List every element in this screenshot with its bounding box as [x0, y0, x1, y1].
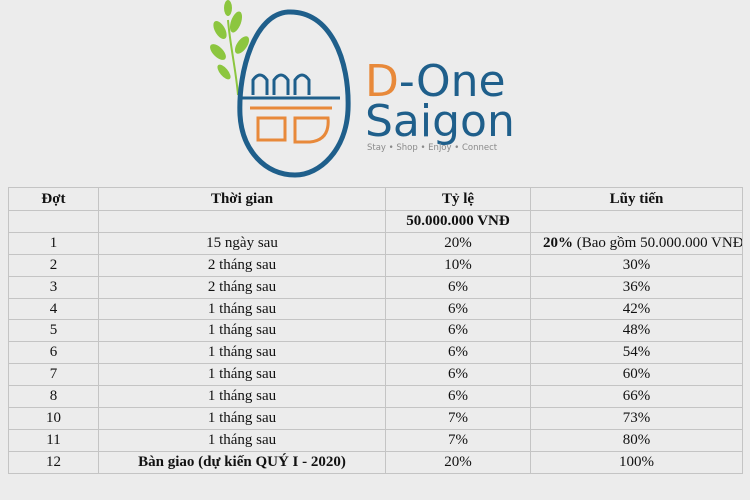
table-row: 1 15 ngày sau 20% 20% (Bao gồm 50.000.000 V…	[8, 231, 743, 255]
table-row: 50.000.000 VNĐ	[8, 210, 743, 233]
rate-cell: 7%	[385, 428, 531, 452]
period-cell: 1	[8, 231, 99, 255]
cumulative-bold: 20%	[543, 234, 573, 251]
rate-cell: 6%	[385, 297, 531, 321]
cumulative-cell: 30%	[530, 253, 743, 277]
time-cell: 1 tháng sau	[98, 407, 386, 430]
table-row: Đợt Thời gian Tỷ lệ Lũy tiến	[8, 187, 743, 211]
rate-cell: 6%	[385, 341, 531, 365]
table-row: 11 1 tháng sau 7% 80%	[8, 428, 743, 452]
time-cell: 1 tháng sau	[98, 428, 386, 452]
cumulative-cell: 60%	[530, 363, 743, 387]
cumulative-cell: 80%	[530, 428, 743, 452]
period-cell: 11	[8, 428, 99, 452]
time-cell: 1 tháng sau	[98, 385, 386, 409]
deposit-cell: 50.000.000 VNĐ	[385, 210, 531, 233]
brand-name: D-One	[365, 56, 506, 107]
table-body: Đợt Thời gian Tỷ lệ Lũy tiến 50.000.000 VNĐ 1…	[8, 187, 743, 474]
time-cell: 2 tháng sau	[98, 253, 386, 277]
empty-cell	[8, 210, 99, 233]
brand-name-bottom: Saigon	[365, 96, 515, 147]
tagline: Stay • Shop • Enjoy • Connect	[367, 143, 498, 153]
period-cell: 3	[8, 275, 99, 299]
time-cell: Bàn giao (dự kiến QUÝ I - 2020)	[98, 450, 386, 474]
header-cell: Tỷ lệ	[385, 187, 531, 211]
header-cell: Thời gian	[98, 187, 386, 211]
empty-cell	[530, 210, 743, 233]
time-cell: 1 tháng sau	[98, 341, 386, 365]
time-cell: 2 tháng sau	[98, 275, 386, 299]
rate-cell: 20%	[385, 231, 531, 255]
time-cell: 1 tháng sau	[98, 363, 386, 387]
logo-arches	[242, 73, 340, 100]
cumulative-cell: 36%	[530, 275, 743, 299]
table-row: 10 1 tháng sau 7% 73%	[8, 407, 743, 430]
logo-leaves	[210, 0, 250, 96]
empty-cell	[98, 210, 386, 233]
period-cell: 12	[8, 450, 99, 474]
rate-cell: 20%	[385, 450, 531, 474]
period-cell: 4	[8, 297, 99, 321]
rate-cell: 6%	[385, 385, 531, 409]
time-cell: 1 tháng sau	[98, 297, 386, 321]
header-cell: Đợt	[8, 187, 99, 211]
cumulative-cell: 20% (Bao gồm 50.000.000 VNĐ)	[530, 231, 743, 255]
logo-orange	[250, 106, 332, 144]
period-cell: 2	[8, 253, 99, 277]
payment-table: Đợt Thời gian Tỷ lệ Lũy tiến 50.000.000 VNĐ 1…	[8, 187, 743, 474]
cumulative-cell: 66%	[530, 385, 743, 409]
time-cell: 1 tháng sau	[98, 319, 386, 343]
rate-cell: 7%	[385, 407, 531, 430]
cumulative-note: (Bao gồm 50.000.000 VNĐ)	[576, 234, 743, 251]
rate-cell: 6%	[385, 275, 531, 299]
cumulative-cell: 100%	[530, 450, 743, 474]
header-cell: Lũy tiến	[530, 187, 743, 211]
logo-outline	[237, 9, 351, 178]
period-cell: 5	[8, 319, 99, 343]
cumulative-cell: 42%	[530, 297, 743, 321]
period-cell: 6	[8, 341, 99, 365]
table-row: 12 Bàn giao (dự kiến QUÝ I - 2020) 20% 100%	[8, 450, 743, 474]
logo: D-One Saigon Stay • Shop • Enjoy • Conne…	[210, 0, 515, 178]
brand-name-rest: -One	[399, 56, 506, 107]
brand-name-first: D	[365, 56, 399, 107]
cumulative-cell: 73%	[530, 407, 743, 430]
period-cell: 7	[8, 363, 99, 387]
rate-cell: 6%	[385, 363, 531, 387]
cumulative-cell: 54%	[530, 341, 743, 365]
cumulative-cell: 48%	[530, 319, 743, 343]
period-cell: 8	[8, 385, 99, 409]
time-cell: 15 ngày sau	[98, 231, 386, 255]
rate-cell: 6%	[385, 319, 531, 343]
rate-cell: 10%	[385, 253, 531, 277]
period-cell: 10	[8, 407, 99, 430]
